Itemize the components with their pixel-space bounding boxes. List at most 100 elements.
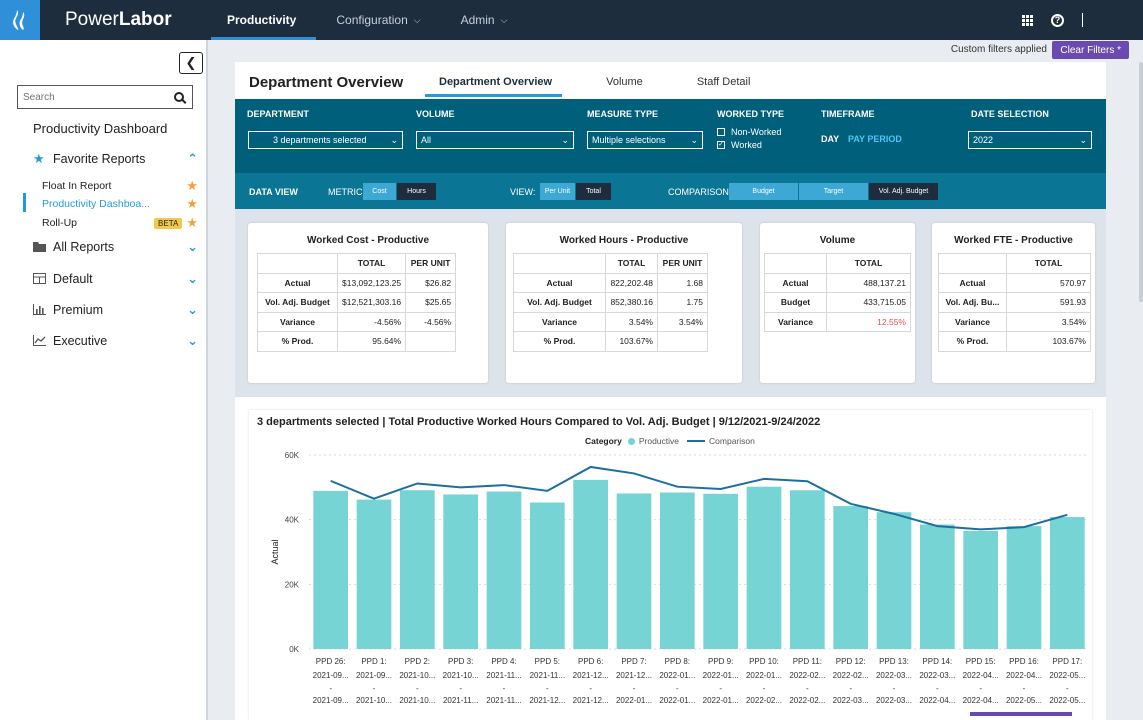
nav-item-admin[interactable]: Admin ⌵ <box>441 0 528 40</box>
nav-label: Configuration <box>336 13 408 27</box>
x-tick-separator: - <box>1066 684 1069 693</box>
sidebar-title[interactable]: Productivity Dashboard <box>33 121 168 136</box>
bar-productive[interactable] <box>616 493 652 649</box>
y-tick-label: 60K <box>285 451 300 460</box>
bar-productive[interactable] <box>530 502 565 649</box>
apps-grid-icon[interactable] <box>1022 14 1033 26</box>
x-tick-label: 2021-10... <box>399 696 435 705</box>
help-icon[interactable]: ? <box>1051 13 1064 27</box>
line-comparison[interactable] <box>330 465 1068 531</box>
favorite-item[interactable]: Productivity Dashboa... ★ <box>42 196 198 212</box>
favorite-item[interactable]: Roll-Up BETA ★ <box>42 215 198 231</box>
chart-title: 3 departments selected | Total Productiv… <box>257 416 821 428</box>
cell-value: 95.64% <box>336 331 407 352</box>
chevron-down-icon[interactable]: ⌄ <box>187 302 198 317</box>
scrollbar[interactable] <box>1139 62 1143 302</box>
x-tick-label: 2022-05... <box>1049 696 1085 705</box>
x-tick-label: 2022-02... <box>833 671 869 680</box>
card-title: Worked Hours - Productive <box>559 235 689 246</box>
legend-comparison-label[interactable]: Comparison <box>709 436 755 446</box>
kpi-card: Volume TOTAL Actual 488,137.21 Budget 433,715… <box>760 223 915 383</box>
x-tick-separator: - <box>373 684 376 693</box>
x-tick-label: 2021-09... <box>313 696 349 705</box>
x-tick-label: 2022-01... <box>703 671 739 680</box>
collapse-sidebar-button[interactable]: ❮ <box>179 52 203 74</box>
x-tick-separator: - <box>1023 684 1026 693</box>
bar-productive[interactable] <box>660 492 695 649</box>
comparison-option-vol-adj-budget[interactable]: Vol. Adj. Budget <box>869 183 938 200</box>
worked-checkbox[interactable]: ✓ Worked <box>717 140 762 150</box>
bar-productive[interactable] <box>486 491 522 649</box>
bar-productive[interactable] <box>833 506 868 649</box>
timeframe-label: TIMEFRAME <box>821 109 875 119</box>
metric-option-cost[interactable]: Cost <box>363 183 396 200</box>
star-icon[interactable]: ★ <box>186 196 198 211</box>
sidebar-item-premium[interactable]: Premium ⌄ <box>33 302 198 318</box>
sidebar-item-default[interactable]: Default ⌄ <box>33 271 198 287</box>
chevron-up-icon[interactable]: ⌃ <box>187 151 198 166</box>
chevron-down-icon: ⌵ <box>500 14 508 25</box>
nav-label: Productivity <box>227 13 297 27</box>
nav-item-productivity[interactable]: Productivity <box>211 0 317 40</box>
search-icon[interactable] <box>174 92 184 102</box>
sidebar-item-executive[interactable]: Executive ⌄ <box>33 333 198 349</box>
chevron-down-icon[interactable]: ⌄ <box>187 333 198 348</box>
timeframe-pay-period-option[interactable]: PAY PERIOD <box>848 134 902 144</box>
bar-productive[interactable] <box>313 490 348 649</box>
comparison-option-budget[interactable]: Budget <box>729 183 798 200</box>
bar-productive[interactable] <box>920 524 955 649</box>
bar-productive[interactable] <box>1006 526 1042 649</box>
favorite-item[interactable]: Float In Report ★ <box>42 178 198 194</box>
chart-card: 3 departments selected | Total Productiv… <box>249 410 1092 720</box>
department-select[interactable]: 3 departments selected ⌄ <box>248 131 403 149</box>
table-row: Actual 570.97 <box>938 272 1091 293</box>
bar-productive[interactable] <box>400 490 435 649</box>
comparison-label: COMPARISON: <box>668 187 732 197</box>
non-worked-checkbox[interactable]: Non-Worked <box>717 127 781 137</box>
x-tick-separator: - <box>633 684 636 693</box>
bar-productive[interactable] <box>356 499 392 649</box>
empty-header <box>938 253 1007 274</box>
star-icon[interactable]: ★ <box>186 215 198 230</box>
comparison-option-target[interactable]: Target <box>799 183 868 200</box>
bar-productive[interactable] <box>790 490 825 649</box>
tab-volume[interactable]: Volume <box>606 76 643 88</box>
flame-logo-icon[interactable] <box>0 0 40 40</box>
chevron-down-icon[interactable]: ⌄ <box>187 271 198 286</box>
bar-productive[interactable] <box>963 530 998 649</box>
tab-department-overview[interactable]: Department Overview <box>425 76 563 97</box>
bar-productive[interactable] <box>1050 517 1085 649</box>
row-label: Variance <box>764 311 827 332</box>
x-tick-label: 2022-04... <box>963 671 999 680</box>
chevron-down-icon[interactable]: ⌄ <box>187 239 198 254</box>
chevron-down-icon: ⌄ <box>561 134 569 145</box>
bar-productive[interactable] <box>746 486 782 649</box>
sidebar-item-favorite-reports[interactable]: ★ Favorite Reports ⌃ <box>33 151 198 167</box>
view-option-per-unit[interactable]: Per Unit <box>540 183 575 200</box>
x-tick-label: 2022-02... <box>789 671 825 680</box>
cell-value: 103.67% <box>1006 331 1091 352</box>
nav-item-configuration[interactable]: Configuration ⌵ <box>316 0 440 40</box>
legend-productive-label[interactable]: Productive <box>638 436 680 446</box>
x-tick-separator: - <box>676 684 679 693</box>
chevron-down-icon: ⌄ <box>390 134 398 145</box>
x-tick-label: 2021-12... <box>573 696 609 705</box>
bar-productive[interactable] <box>573 479 608 649</box>
bar-productive[interactable] <box>703 493 738 649</box>
main-nav: Productivity Configuration ⌵ Admin ⌵ <box>211 0 527 40</box>
scroll-indicator[interactable] <box>970 712 1072 716</box>
timeframe-day-option[interactable]: DAY <box>821 134 840 144</box>
volume-select[interactable]: All ⌄ <box>416 131 574 149</box>
search-input[interactable] <box>18 91 174 103</box>
tab-staff-detail[interactable]: Staff Detail <box>696 76 751 88</box>
star-icon[interactable]: ★ <box>186 178 198 193</box>
clear-filters-button[interactable]: Clear Filters * <box>1052 41 1129 59</box>
metric-option-hours[interactable]: Hours <box>397 183 436 200</box>
bar-productive[interactable] <box>876 512 912 649</box>
sidebar-item-all-reports[interactable]: All Reports ⌄ <box>33 239 198 255</box>
view-option-total[interactable]: Total <box>576 183 611 200</box>
measure-type-select[interactable]: Multiple selections ⌄ <box>587 131 703 149</box>
bar-productive[interactable] <box>443 494 478 649</box>
date-selection-select[interactable]: 2022 ⌄ <box>968 131 1092 149</box>
table-row: Vol. Adj. Bu... 591.93 <box>938 292 1091 313</box>
